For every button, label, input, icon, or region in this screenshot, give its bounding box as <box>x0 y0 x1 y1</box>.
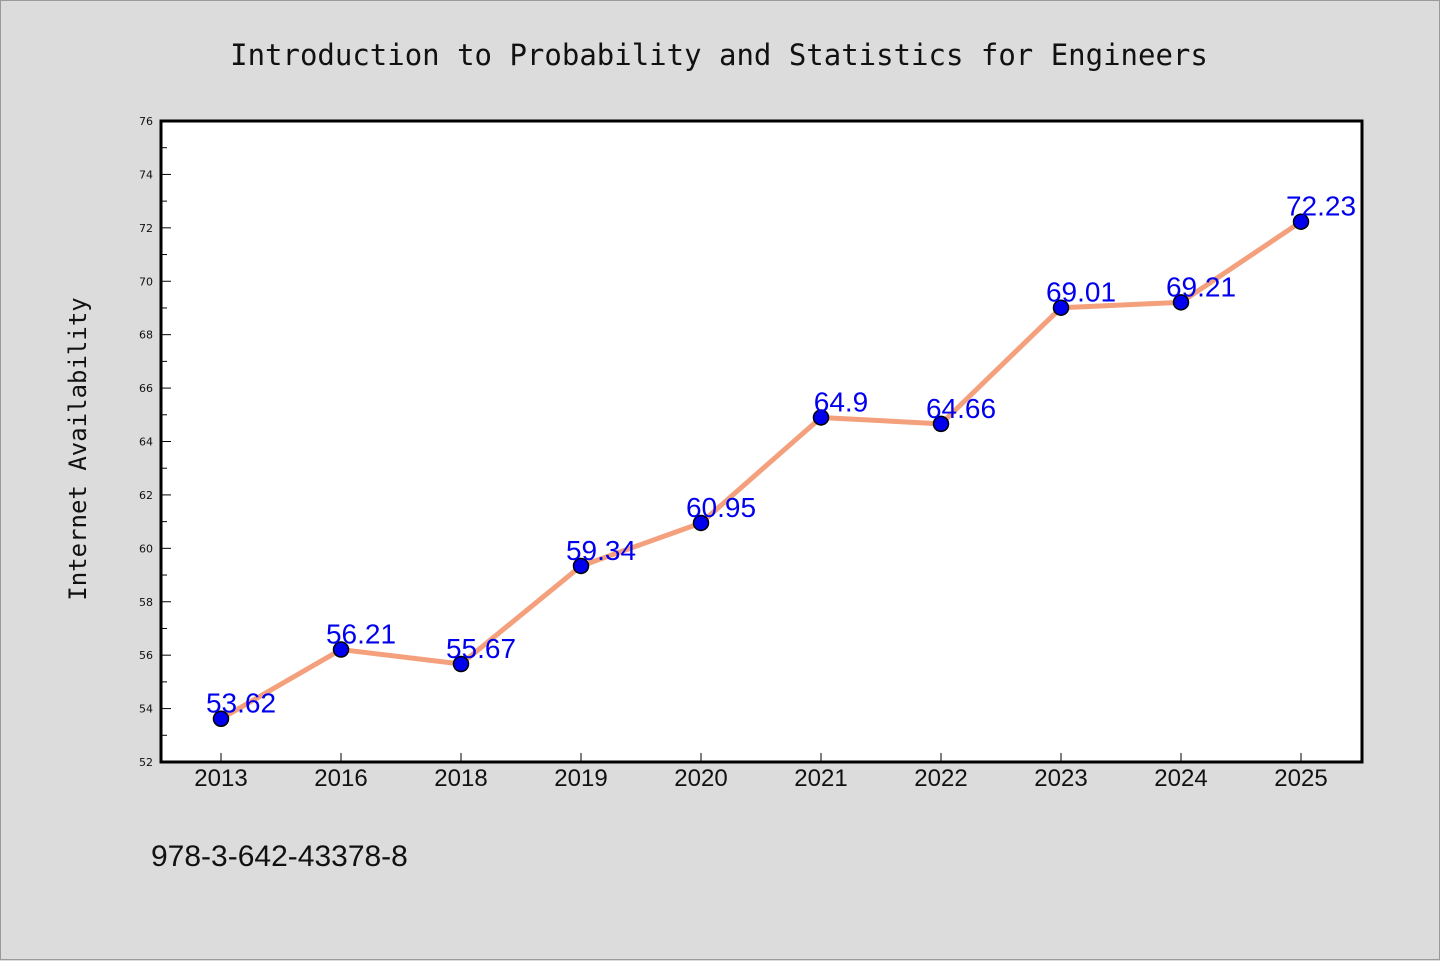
series-layer: 53.62 56.21 55.67 59.34 60.95 64.9 64.66 69.01 6… <box>206 191 1356 727</box>
x-tick-label: 2016 <box>314 765 367 792</box>
y-axis: 52 54 56 58 60 62 64 66 68 70 72 74 76 <box>139 115 171 769</box>
y-tick-label: 56 <box>139 649 153 662</box>
y-tick-label: 62 <box>139 489 153 502</box>
x-tick-label: 2020 <box>674 765 727 792</box>
data-point-2018 <box>452 655 470 673</box>
y-tick-label: 74 <box>139 168 153 181</box>
y-tick-label: 66 <box>139 382 153 395</box>
y-tick-label: 68 <box>139 329 153 342</box>
y-tick-label: 70 <box>139 275 153 288</box>
y-tick-label: 58 <box>139 596 153 609</box>
x-tick-label: 2022 <box>914 765 967 792</box>
data-point-2024 <box>1172 294 1190 311</box>
data-point-2019 <box>572 557 590 575</box>
x-tick-label: 2024 <box>1154 765 1207 792</box>
x-tick-label: 2021 <box>794 765 847 792</box>
data-label-2024: 69.21 <box>1166 271 1236 302</box>
data-point-2016 <box>332 641 350 658</box>
chart-title: Introduction to Probability and Statisti… <box>230 38 1208 72</box>
x-tick-label: 2019 <box>554 765 607 792</box>
y-tick-label: 72 <box>139 222 153 235</box>
plot-area <box>161 121 1362 762</box>
data-point-2023 <box>1052 299 1070 316</box>
y-tick-label: 60 <box>139 542 153 555</box>
y-tick-label: 76 <box>139 115 153 128</box>
y-tick-label: 54 <box>139 703 153 716</box>
x-tick-label: 2018 <box>434 765 487 792</box>
data-label-2016: 56.21 <box>326 619 396 650</box>
y-tick-label: 64 <box>139 436 153 449</box>
data-label-2022: 64.66 <box>926 393 996 424</box>
y-tick-label: 52 <box>139 756 153 769</box>
data-point-2021 <box>812 409 830 426</box>
data-label-2023: 69.01 <box>1046 277 1116 308</box>
data-label-2020: 60.95 <box>686 492 756 523</box>
x-tick-label: 2013 <box>194 765 247 792</box>
data-point-2013 <box>212 710 230 727</box>
data-label-2025: 72.23 <box>1286 191 1356 222</box>
series-line <box>218 219 1304 722</box>
data-point-2025 <box>1292 213 1310 230</box>
footnote-isbn: 978-3-642-43378-8 <box>151 840 408 873</box>
data-label-2013: 53.62 <box>206 688 276 719</box>
data-label-2019: 59.34 <box>566 535 636 566</box>
x-tick-label: 2025 <box>1274 765 1327 792</box>
data-label-2021: 64.9 <box>814 386 869 417</box>
data-label-2018: 55.67 <box>446 633 516 664</box>
x-axis: 2013 2016 2018 2019 2020 2021 2022 2023 2024 2025 <box>194 753 1328 792</box>
data-point-2022 <box>932 415 950 433</box>
plot-frame <box>159 119 1364 764</box>
data-point-2020 <box>692 514 710 532</box>
x-tick-label: 2023 <box>1034 765 1087 792</box>
y-axis-label: Internet Availability <box>64 297 92 600</box>
